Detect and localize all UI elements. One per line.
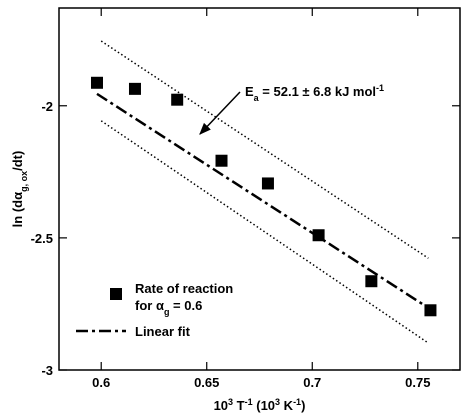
text-part: = 0.6 xyxy=(169,298,202,313)
y-axis-label: ln (dαg, ox/dt) xyxy=(10,151,29,228)
text-part: g xyxy=(164,307,170,317)
text-part: K xyxy=(280,398,294,413)
y-tick-label: -2 xyxy=(41,99,53,114)
y-tick-label: -2.5 xyxy=(31,231,53,246)
y-tick-label: -3 xyxy=(41,363,53,378)
text-part: -1 xyxy=(376,83,384,93)
text-part: ) xyxy=(301,398,305,413)
legend-label: for αg = 0.6 xyxy=(135,298,202,317)
data-point xyxy=(128,82,141,95)
text-part: 3 xyxy=(275,397,280,407)
x-axis-label: 103 T-1 (103 K-1) xyxy=(214,397,306,413)
plot-frame xyxy=(58,7,461,371)
x-tick-label: 0.75 xyxy=(405,375,430,390)
data-point xyxy=(261,177,274,190)
data-point xyxy=(171,93,184,106)
text-part: (10 xyxy=(253,398,275,413)
x-tick-label: 0.7 xyxy=(303,375,321,390)
text-part: E xyxy=(245,84,254,99)
text-part: /dt) xyxy=(10,151,25,171)
text-part: 3 xyxy=(228,397,233,407)
text-part: for α xyxy=(135,298,164,313)
data-point xyxy=(90,76,103,89)
text-part: 10 xyxy=(214,398,228,413)
text-part: -1 xyxy=(245,397,253,407)
legend-label: Rate of reaction xyxy=(135,281,233,296)
text-part: T xyxy=(233,398,245,413)
data-point xyxy=(215,154,228,167)
fit-line xyxy=(96,92,432,311)
legend-marker xyxy=(110,288,122,300)
confidence-band xyxy=(100,40,429,259)
text-part: ln (dα xyxy=(10,192,25,227)
text-part: -1 xyxy=(293,397,301,407)
text-part: a xyxy=(254,93,260,103)
annotation-arrow xyxy=(199,91,241,135)
annotation: Ea = 52.1 ± 6.8 kJ mol-1 xyxy=(245,83,384,103)
x-tick-label: 0.65 xyxy=(194,375,219,390)
data-point xyxy=(365,275,378,288)
legend-label: Linear fit xyxy=(135,324,191,339)
x-tick-label: 0.6 xyxy=(92,375,110,390)
text-part: g, ox xyxy=(19,171,29,192)
data-point xyxy=(312,229,325,242)
text-part: = 52.1 ± 6.8 kJ mol xyxy=(259,84,376,99)
